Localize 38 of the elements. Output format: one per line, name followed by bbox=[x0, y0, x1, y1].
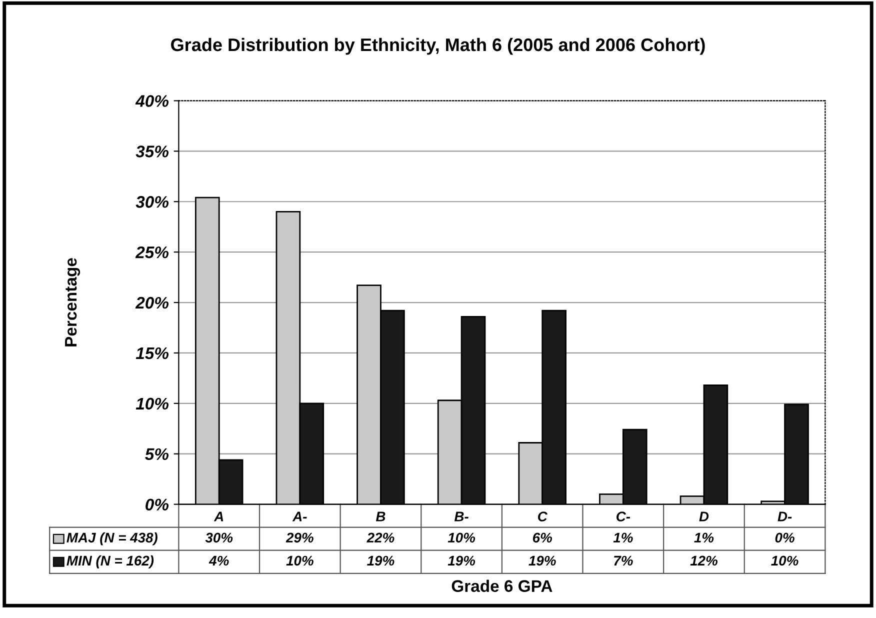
y-tick-label: 40% bbox=[135, 95, 169, 107]
data-label: 4% bbox=[208, 556, 229, 566]
data-label: 1% bbox=[613, 532, 633, 543]
y-tick-label: 0% bbox=[146, 498, 169, 510]
x-tick-label: A- bbox=[292, 512, 307, 522]
data-label: 19% bbox=[528, 556, 556, 566]
y-tick-label: 10% bbox=[136, 398, 169, 410]
data-label: 19% bbox=[448, 556, 476, 566]
x-tick-label: C bbox=[538, 512, 548, 522]
x-tick-label: A bbox=[214, 512, 224, 522]
chart-title: Grade Distribution by Ethnicity, Math 6 (2005 and 2006 Cohort) bbox=[171, 38, 705, 55]
legend-label: MAJ (N = 438) bbox=[66, 532, 158, 546]
x-tick-label: D- bbox=[778, 512, 792, 522]
data-label: 6% bbox=[532, 532, 552, 543]
y-axis-title: Percentage bbox=[65, 258, 80, 346]
y-tick-label: 20% bbox=[135, 296, 169, 309]
data-label: 7% bbox=[614, 556, 633, 566]
data-label: 10% bbox=[286, 556, 314, 566]
x-tick-label: B- bbox=[454, 512, 468, 522]
data-label: 1% bbox=[694, 532, 714, 543]
y-tick-label: 15% bbox=[136, 347, 169, 360]
data-label: 10% bbox=[448, 532, 476, 543]
x-axis-title: Grade 6 GPA bbox=[452, 580, 552, 592]
y-tick-label: 25% bbox=[135, 246, 169, 258]
x-tick-label: C- bbox=[616, 512, 630, 522]
data-label: 0% bbox=[775, 532, 794, 543]
data-label: 10% bbox=[771, 556, 798, 566]
x-tick-label: B bbox=[376, 512, 386, 522]
data-label: 19% bbox=[367, 556, 394, 566]
y-tick-label: 5% bbox=[145, 448, 169, 460]
data-label: 12% bbox=[690, 556, 718, 566]
x-tick-label: D bbox=[699, 512, 709, 522]
legend-label: MIN (N = 162) bbox=[66, 555, 154, 568]
y-tick-label: 30% bbox=[136, 196, 169, 208]
data-label: 22% bbox=[366, 532, 394, 543]
data-label: 29% bbox=[286, 532, 314, 543]
data-label: 30% bbox=[205, 532, 233, 543]
y-tick-label: 35% bbox=[136, 146, 169, 158]
